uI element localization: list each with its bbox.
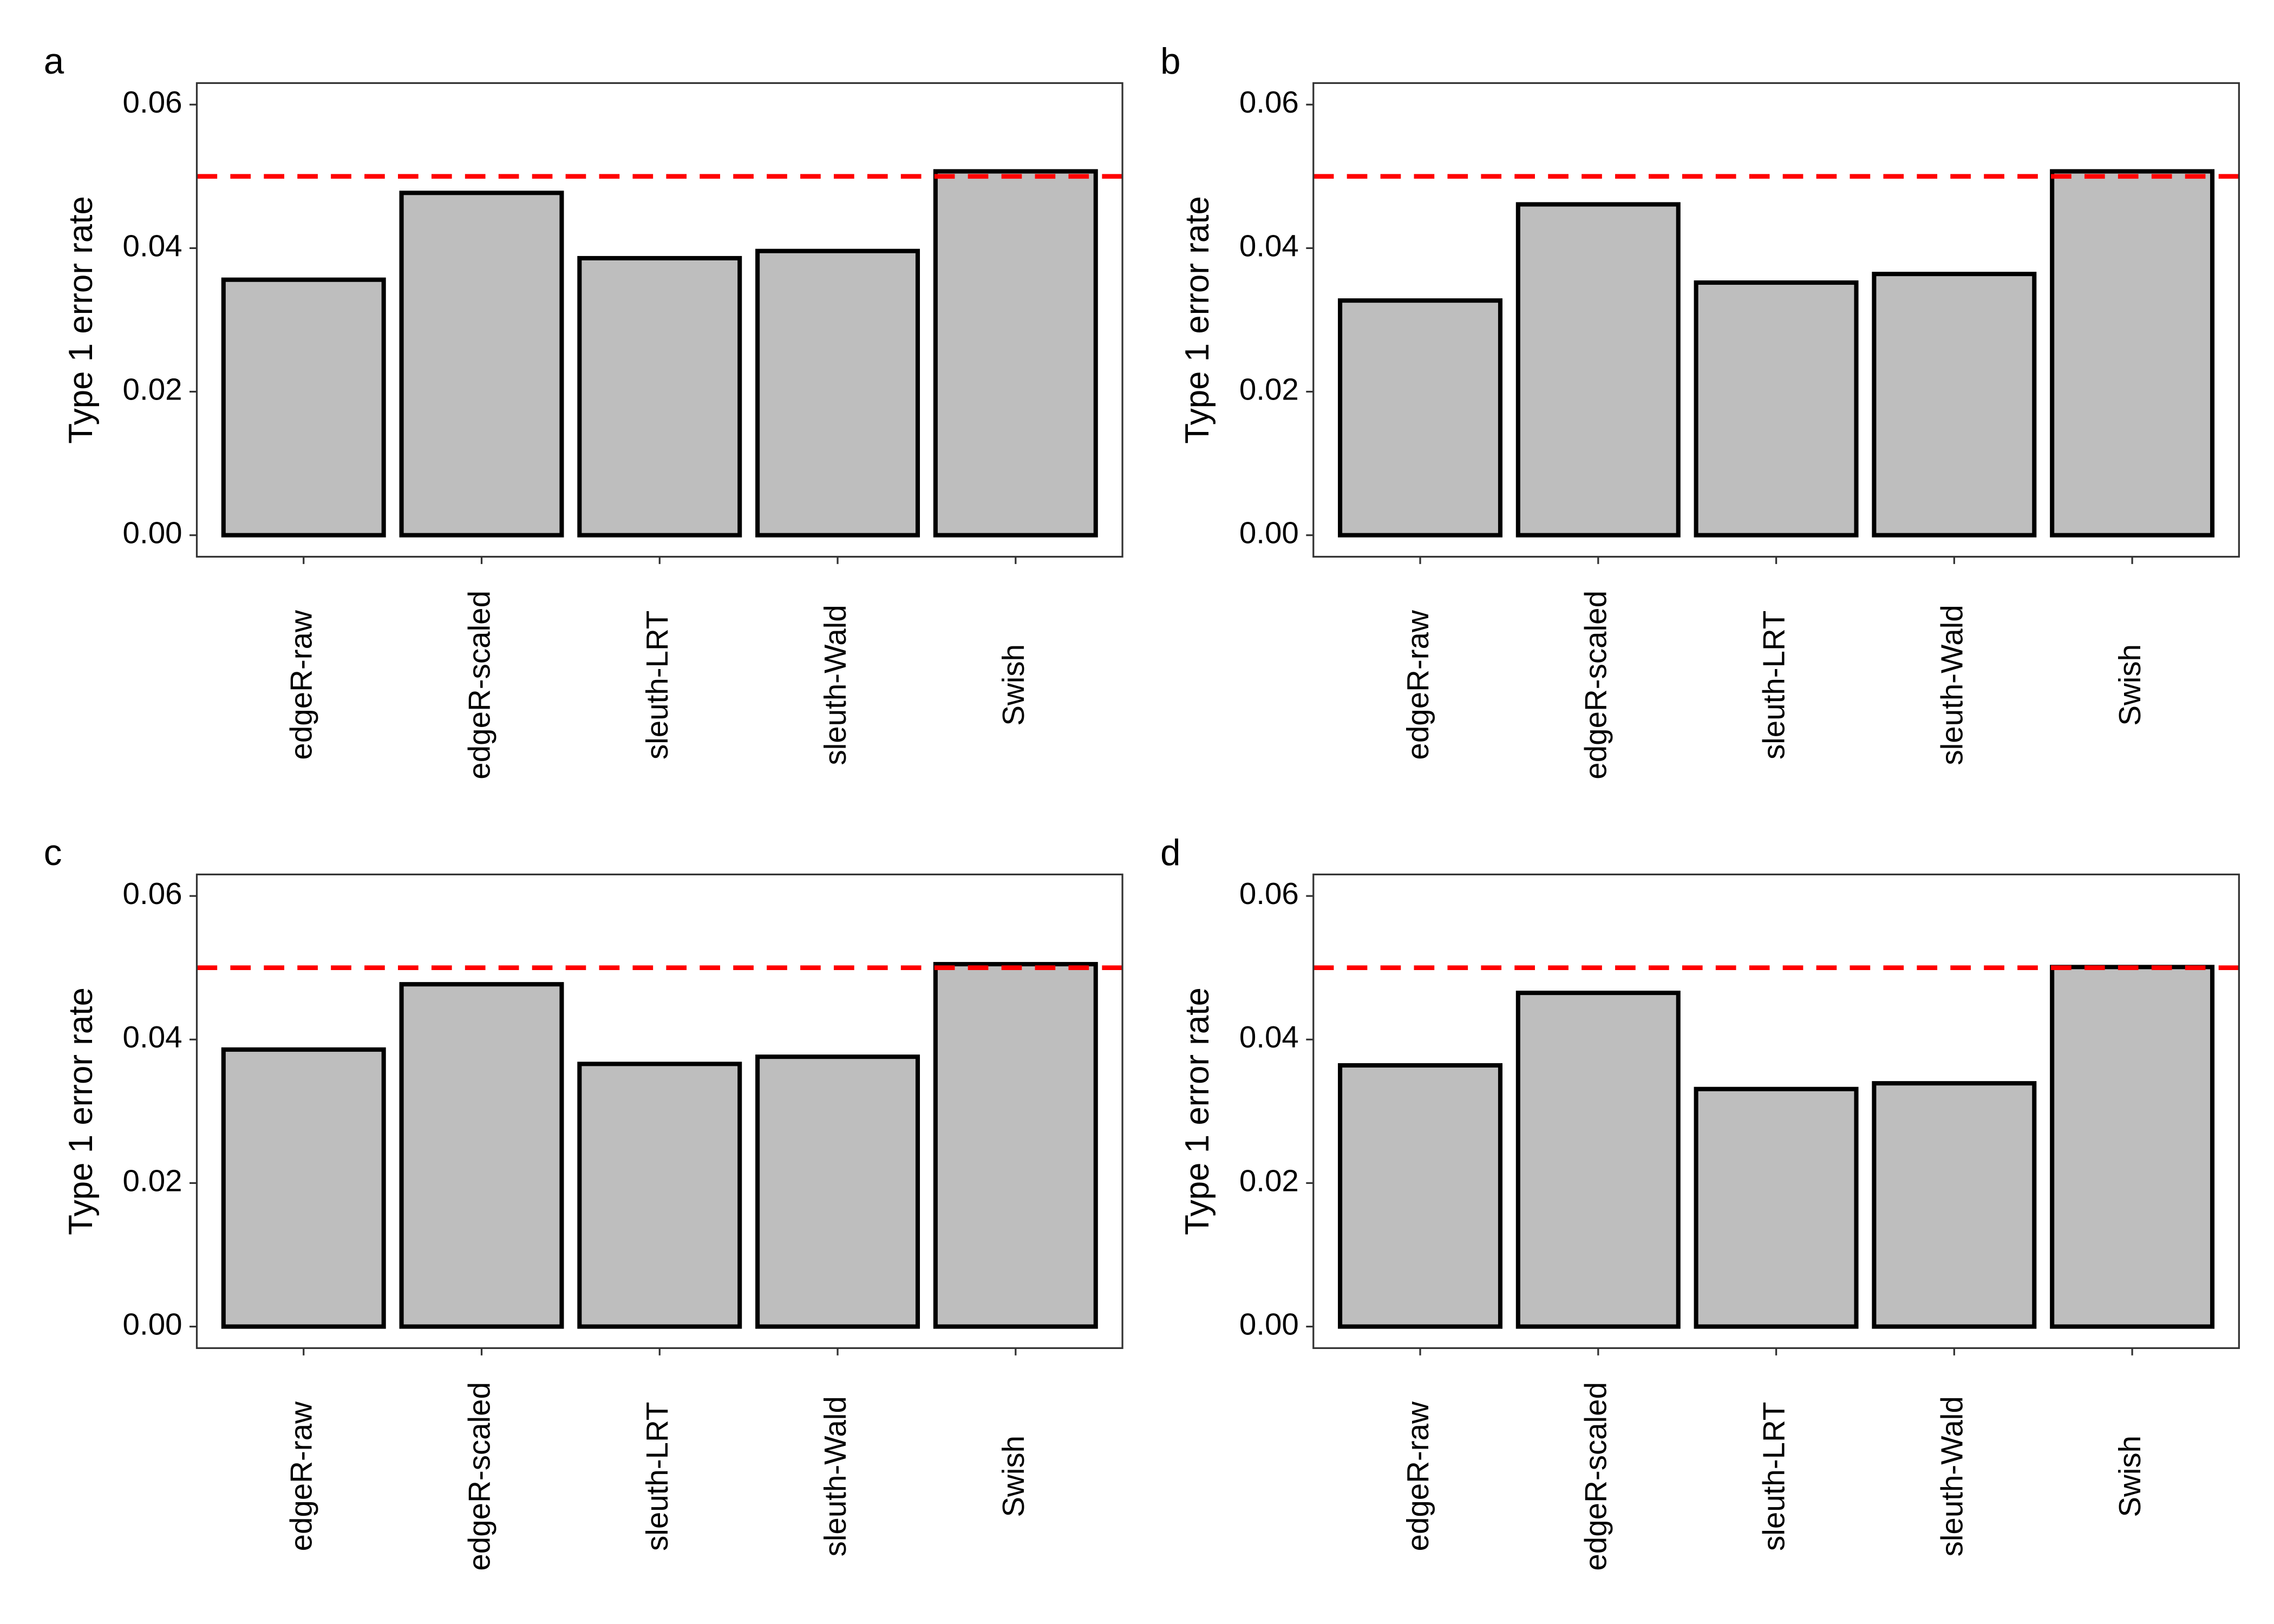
y-axis-title: Type 1 error rate bbox=[1179, 196, 1216, 444]
x-tick-label: Swish bbox=[2113, 644, 2147, 726]
y-tick-label: 0.00 bbox=[123, 516, 182, 550]
y-tick-label: 0.00 bbox=[1239, 516, 1299, 550]
panel-label: a bbox=[44, 41, 64, 82]
x-tick-label: sleuth-LRT bbox=[640, 1402, 674, 1551]
y-tick-label: 0.04 bbox=[1239, 1020, 1299, 1054]
bar bbox=[577, 1062, 742, 1329]
panel-label: d bbox=[1160, 833, 1180, 873]
y-tick-label: 0.04 bbox=[1239, 228, 1299, 263]
panel: d Type 1 error rate 0.00 0.02 0.04 0.06 edgeR-… bbox=[1160, 833, 2240, 1571]
bar bbox=[2050, 965, 2215, 1329]
bar bbox=[1515, 202, 1681, 538]
bar bbox=[1694, 280, 1859, 538]
y-tick-label: 0.00 bbox=[1239, 1307, 1299, 1341]
y-tick-label: 0.06 bbox=[123, 876, 182, 911]
x-tick-label: edgeR-raw bbox=[1401, 610, 1435, 760]
panel-label: c bbox=[44, 833, 62, 873]
panel-border bbox=[1312, 873, 2240, 1349]
x-tick-label: Swish bbox=[2113, 1436, 2147, 1517]
x-tick-label: edgeR-raw bbox=[284, 610, 318, 760]
x-tick-label: sleuth-Wald bbox=[818, 605, 852, 765]
x-tick-label: edgeR-scaled bbox=[1579, 591, 1613, 780]
bar bbox=[2050, 169, 2215, 538]
x-tick-label: edgeR-scaled bbox=[1579, 1382, 1613, 1571]
y-tick-label: 0.02 bbox=[123, 1163, 182, 1197]
bar bbox=[1872, 1081, 2037, 1329]
x-tick-label: sleuth-LRT bbox=[1756, 611, 1791, 759]
panel-border bbox=[195, 873, 1123, 1349]
bar bbox=[221, 1047, 386, 1329]
bar bbox=[221, 277, 386, 538]
bar bbox=[1872, 272, 2037, 538]
bar bbox=[1515, 991, 1681, 1329]
x-tick-label: Swish bbox=[996, 1436, 1030, 1517]
bar bbox=[1694, 1086, 1859, 1329]
x-tick-label: sleuth-LRT bbox=[1756, 1402, 1791, 1551]
x-tick-label: sleuth-Wald bbox=[1935, 1396, 1969, 1556]
panel-border bbox=[1312, 82, 2240, 558]
bar bbox=[399, 191, 564, 538]
bar bbox=[1338, 1063, 1503, 1329]
y-tick-label: 0.06 bbox=[123, 85, 182, 119]
y-tick-label: 0.02 bbox=[1239, 1163, 1299, 1197]
y-tick-label: 0.06 bbox=[1239, 85, 1299, 119]
y-axis-title: Type 1 error rate bbox=[62, 987, 100, 1235]
bar bbox=[399, 982, 564, 1329]
x-tick-label: Swish bbox=[996, 644, 1030, 726]
panel-label: b bbox=[1160, 41, 1180, 82]
x-tick-label: sleuth-Wald bbox=[818, 1396, 852, 1556]
y-tick-label: 0.02 bbox=[1239, 372, 1299, 406]
panel-border bbox=[195, 82, 1123, 558]
y-tick-label: 0.04 bbox=[123, 228, 182, 263]
bar bbox=[933, 169, 1098, 538]
panel: a Type 1 error rate 0.00 0.02 0.04 0.06 edgeR-… bbox=[44, 41, 1123, 780]
bar bbox=[933, 962, 1098, 1329]
x-tick-label: edgeR-scaled bbox=[462, 591, 496, 780]
x-tick-label: edgeR-raw bbox=[284, 1402, 318, 1551]
x-tick-label: edgeR-raw bbox=[1401, 1402, 1435, 1551]
y-tick-label: 0.06 bbox=[1239, 876, 1299, 911]
bar bbox=[755, 248, 920, 538]
bar bbox=[1338, 298, 1503, 538]
y-tick-label: 0.04 bbox=[123, 1020, 182, 1054]
panel: b Type 1 error rate 0.00 0.02 0.04 0.06 edgeR-… bbox=[1160, 41, 2240, 780]
y-tick-label: 0.00 bbox=[123, 1307, 182, 1341]
y-axis-title: Type 1 error rate bbox=[62, 196, 100, 444]
bar bbox=[577, 256, 742, 538]
bar bbox=[755, 1055, 920, 1329]
x-tick-label: sleuth-Wald bbox=[1935, 605, 1969, 765]
y-tick-label: 0.02 bbox=[123, 372, 182, 406]
x-tick-label: sleuth-LRT bbox=[640, 611, 674, 759]
x-tick-label: edgeR-scaled bbox=[462, 1382, 496, 1571]
panel: c Type 1 error rate 0.00 0.02 0.04 0.06 edgeR-… bbox=[44, 833, 1123, 1571]
y-axis-title: Type 1 error rate bbox=[1179, 987, 1216, 1235]
